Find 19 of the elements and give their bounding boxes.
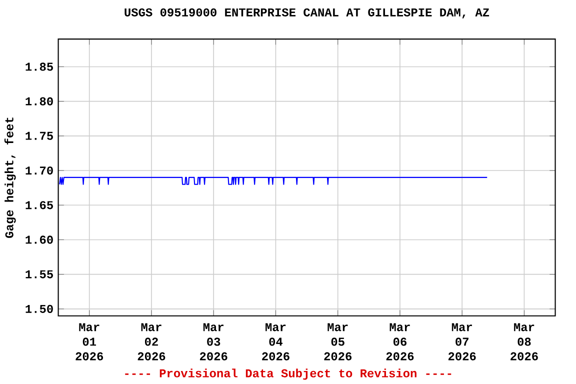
- x-tick-label: Mar 07 2026: [448, 323, 476, 360]
- x-tick-label: Mar 06 2026: [386, 323, 414, 360]
- y-tick-label: 1.80: [26, 97, 53, 106]
- x-tick-label: Mar 03 2026: [200, 323, 228, 360]
- x-tick-label: Mar 02 2026: [138, 323, 166, 360]
- y-tick-label: 1.85: [26, 62, 53, 71]
- x-tick-label: Mar 05 2026: [324, 323, 352, 360]
- y-tick-label: 1.60: [26, 236, 53, 244]
- y-axis-title: Gage height, feet: [4, 118, 16, 238]
- y-tick-label: 1.70: [26, 166, 53, 175]
- text: ---- Provisional Data Subject to Revision ----: [125, 368, 452, 380]
- x-tick-label: Mar 01 2026: [76, 323, 104, 360]
- chart-title: USGS 09519000 ENTERPRISE CANAL AT GILLESPIE DAM, AZ: [124, 8, 490, 18]
- y-tick-label: 1.75: [26, 132, 53, 140]
- y-tick-label: 1.50: [26, 304, 53, 313]
- x-tick-label: Mar 08 2026: [510, 323, 538, 360]
- y-tick-label: 1.65: [26, 200, 53, 210]
- y-tick-label: 1.55: [26, 270, 53, 278]
- x-tick-label: Mar 04 2026: [262, 323, 290, 360]
